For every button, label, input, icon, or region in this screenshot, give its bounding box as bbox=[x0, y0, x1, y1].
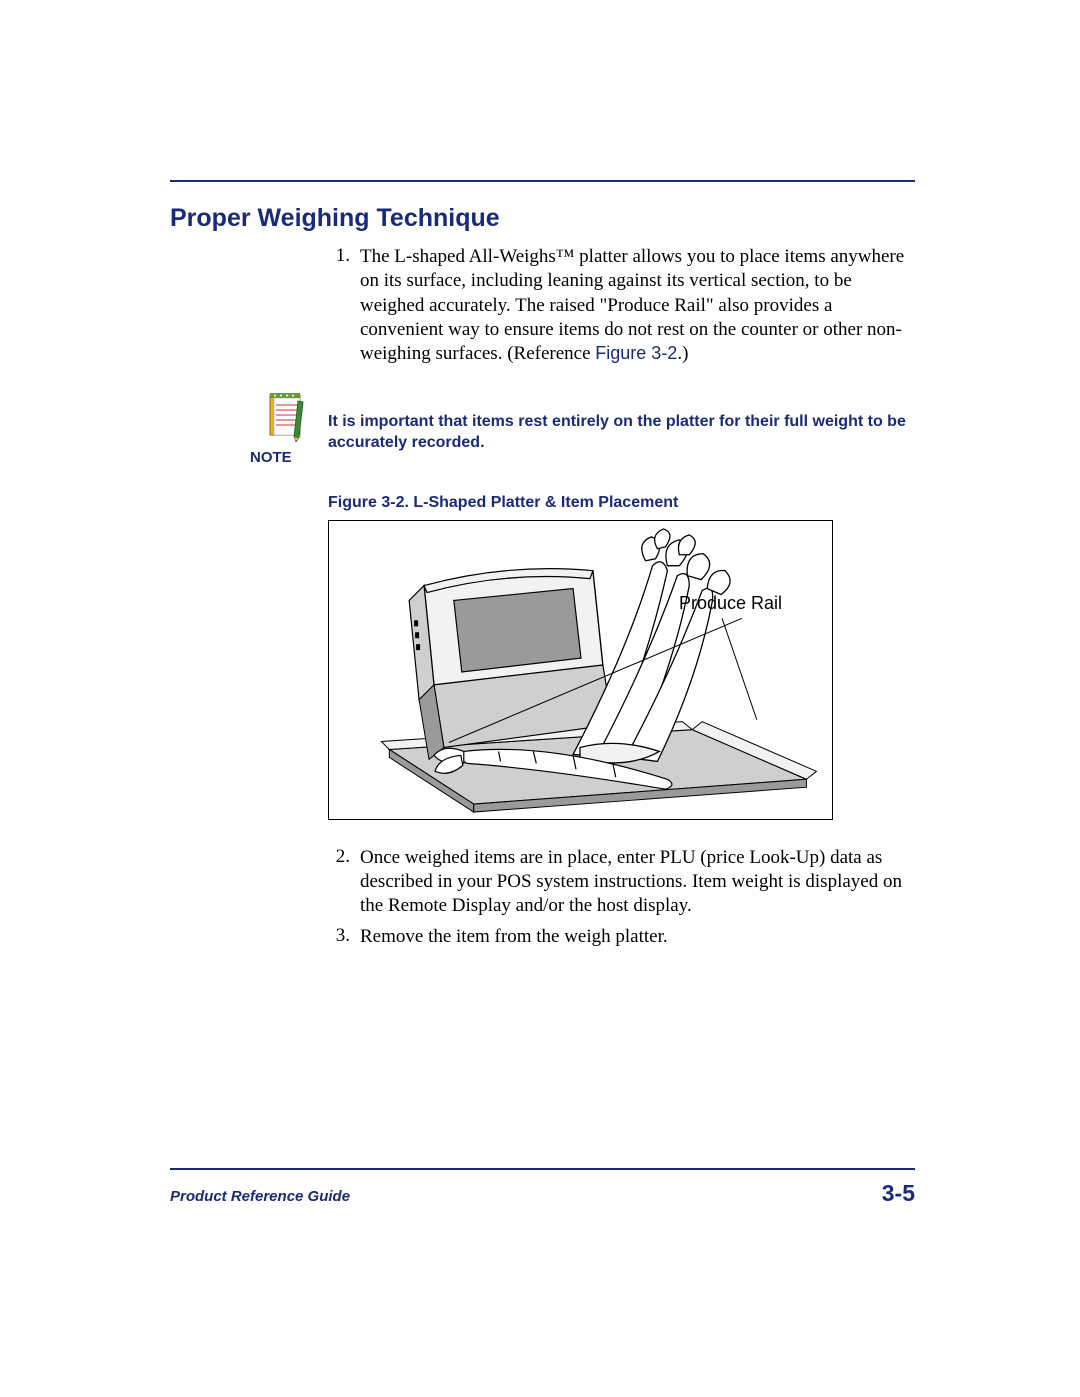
note-label: NOTE bbox=[250, 449, 292, 466]
figure-caption: Figure 3-2. L-Shaped Platter & Item Plac… bbox=[328, 494, 915, 512]
list-text: The L-shaped All-Weighs™ platter allows … bbox=[360, 245, 915, 367]
list-item: 2. Once weighed items are in place, ente… bbox=[328, 846, 915, 919]
note-text: It is important that items rest entirely… bbox=[328, 389, 915, 454]
list-item: 1. The L-shaped All-Weighs™ platter allo… bbox=[328, 245, 915, 367]
list-number: 2. bbox=[328, 846, 360, 919]
platter-drawing bbox=[329, 521, 832, 819]
list-item: 3. Remove the item from the weigh platte… bbox=[328, 925, 915, 949]
list-text: Remove the item from the weigh platter. bbox=[360, 925, 915, 949]
figure-illustration: Produce Rail bbox=[328, 520, 833, 820]
notepad-icon bbox=[268, 389, 312, 443]
list-number: 3. bbox=[328, 925, 360, 949]
footer-page-number: 3-5 bbox=[882, 1180, 915, 1207]
ordered-list: 1. The L-shaped All-Weighs™ platter allo… bbox=[328, 245, 915, 367]
body-text: .) bbox=[677, 343, 688, 364]
footer-doc-title: Product Reference Guide bbox=[170, 1188, 350, 1205]
note-icon-column: NOTE bbox=[170, 389, 328, 466]
horizontal-rule bbox=[170, 180, 915, 182]
horizontal-rule bbox=[170, 1168, 915, 1170]
list-text: Once weighed items are in place, enter P… bbox=[360, 846, 915, 919]
list-number: 1. bbox=[328, 245, 360, 367]
page-footer: Product Reference Guide 3-5 bbox=[170, 1168, 915, 1207]
page-content: Proper Weighing Technique 1. The L-shape… bbox=[170, 180, 915, 955]
figure-annotation: Produce Rail bbox=[679, 593, 782, 614]
figure-reference-link[interactable]: Figure 3-2 bbox=[595, 343, 677, 363]
note-callout: NOTE It is important that items rest ent… bbox=[170, 389, 915, 466]
ordered-list-continued: 2. Once weighed items are in place, ente… bbox=[328, 846, 915, 949]
footer-row: Product Reference Guide 3-5 bbox=[170, 1180, 915, 1207]
section-heading: Proper Weighing Technique bbox=[170, 204, 915, 233]
